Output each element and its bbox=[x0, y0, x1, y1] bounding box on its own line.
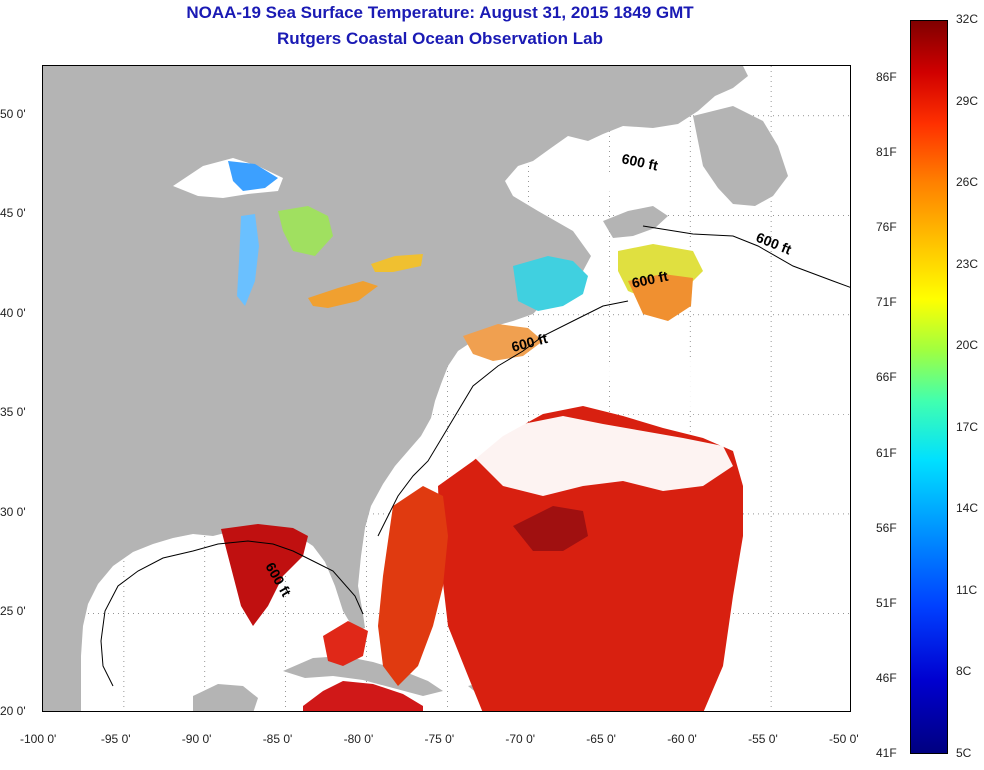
contour-label-georges-bank: 600 ft bbox=[630, 268, 669, 291]
cloud-cover-2 bbox=[603, 356, 743, 411]
mid-atlantic-sst bbox=[463, 324, 543, 361]
colorbar-celsius-tick: 8C bbox=[956, 664, 972, 679]
contour-label-newfoundland: 600 ft bbox=[620, 150, 659, 173]
temperature-colorbar bbox=[910, 20, 948, 754]
colorbar-celsius-tick: 20C bbox=[956, 338, 979, 353]
lat-tick-label: 25 0' bbox=[0, 604, 26, 619]
map-canvas: 600 ft 600 ft 600 ft 600 ft 600 ft bbox=[43, 66, 850, 711]
lon-tick-label: -60 0' bbox=[667, 732, 697, 746]
colorbar-fahrenheit-tick: 51F bbox=[876, 595, 897, 610]
colorbar-celsius-tick: 23C bbox=[956, 256, 979, 271]
gulf-stream-sst bbox=[378, 486, 448, 686]
colorbar-celsius-tick: 14C bbox=[956, 501, 979, 516]
lake-erie bbox=[308, 281, 378, 308]
lake-ontario bbox=[371, 254, 423, 272]
colorbar-fahrenheit-tick: 76F bbox=[876, 220, 897, 235]
lon-tick-label: -95 0' bbox=[100, 732, 131, 746]
cuba-land bbox=[283, 656, 443, 696]
colorbar-fahrenheit-tick: 61F bbox=[876, 445, 897, 460]
colorbar-fahrenheit-tick: 46F bbox=[876, 670, 897, 685]
colorbar-fahrenheit-tick: 41F bbox=[876, 746, 897, 760]
lon-tick-label: -65 0' bbox=[586, 732, 616, 746]
colorbar-celsius-tick: 32C bbox=[956, 12, 979, 26]
north-america-land bbox=[43, 66, 748, 711]
warm-eddy-sst bbox=[628, 274, 693, 321]
lat-tick-label: 45 0' bbox=[0, 206, 26, 221]
lake-michigan bbox=[237, 214, 259, 306]
st-lawrence-sst bbox=[603, 166, 673, 206]
newfoundland-land bbox=[693, 106, 788, 206]
colorbar-fahrenheit-tick: 66F bbox=[876, 370, 897, 385]
lat-tick-label: 40 0' bbox=[0, 305, 26, 320]
colorbar-celsius-tick: 17C bbox=[956, 419, 979, 434]
lat-tick-label: 35 0' bbox=[0, 405, 26, 420]
straits-sst bbox=[323, 621, 368, 666]
colorbar-celsius-tick: 29C bbox=[956, 93, 979, 108]
lon-tick-label: -90 0' bbox=[181, 732, 212, 746]
gulf-of-maine-sst bbox=[513, 256, 588, 311]
lake-huron bbox=[278, 206, 333, 256]
cloud-cover bbox=[463, 416, 733, 496]
caribbean-sst bbox=[303, 681, 423, 711]
lat-tick-label: 50 0' bbox=[0, 106, 26, 121]
sargasso-core-sst bbox=[513, 506, 588, 551]
colorbar-celsius-tick: 11C bbox=[956, 582, 978, 597]
colorbar-fahrenheit-tick: 71F bbox=[876, 295, 897, 310]
lake-superior-sst bbox=[228, 161, 278, 191]
colorbar-fahrenheit-tick: 81F bbox=[876, 145, 897, 160]
colorbar-fahrenheit-tick: 56F bbox=[876, 520, 897, 535]
sst-map: 600 ft 600 ft 600 ft 600 ft 600 ft bbox=[42, 65, 851, 712]
lon-tick-label: -85 0' bbox=[262, 732, 293, 746]
lon-tick-label: -55 0' bbox=[748, 732, 778, 746]
lon-tick-label: -75 0' bbox=[424, 732, 455, 746]
colorbar-celsius-tick: 26C bbox=[956, 175, 979, 190]
map-title: NOAA-19 Sea Surface Temperature: August … bbox=[186, 3, 694, 22]
gulf-mexico-west-sst bbox=[221, 524, 308, 626]
lat-tick-label: 30 0' bbox=[0, 504, 26, 519]
lon-tick-label: -70 0' bbox=[505, 732, 536, 746]
colorbar-celsius-tick: 5C bbox=[956, 746, 972, 760]
lon-tick-label: -100 0' bbox=[20, 732, 57, 746]
contour-label-grand-banks: 600 ft bbox=[754, 229, 794, 258]
lon-tick-label: -80 0' bbox=[343, 732, 374, 746]
lat-tick-label: 20 0' bbox=[0, 704, 26, 718]
colorbar-fahrenheit-tick: 86F bbox=[876, 70, 897, 84]
map-subtitle: Rutgers Coastal Ocean Observation Lab bbox=[277, 29, 603, 48]
yucatan-land bbox=[193, 684, 258, 711]
nova-scotia-land bbox=[603, 206, 668, 238]
isobath-600ft bbox=[100, 225, 850, 687]
lon-tick-label: -50 0' bbox=[829, 732, 859, 746]
